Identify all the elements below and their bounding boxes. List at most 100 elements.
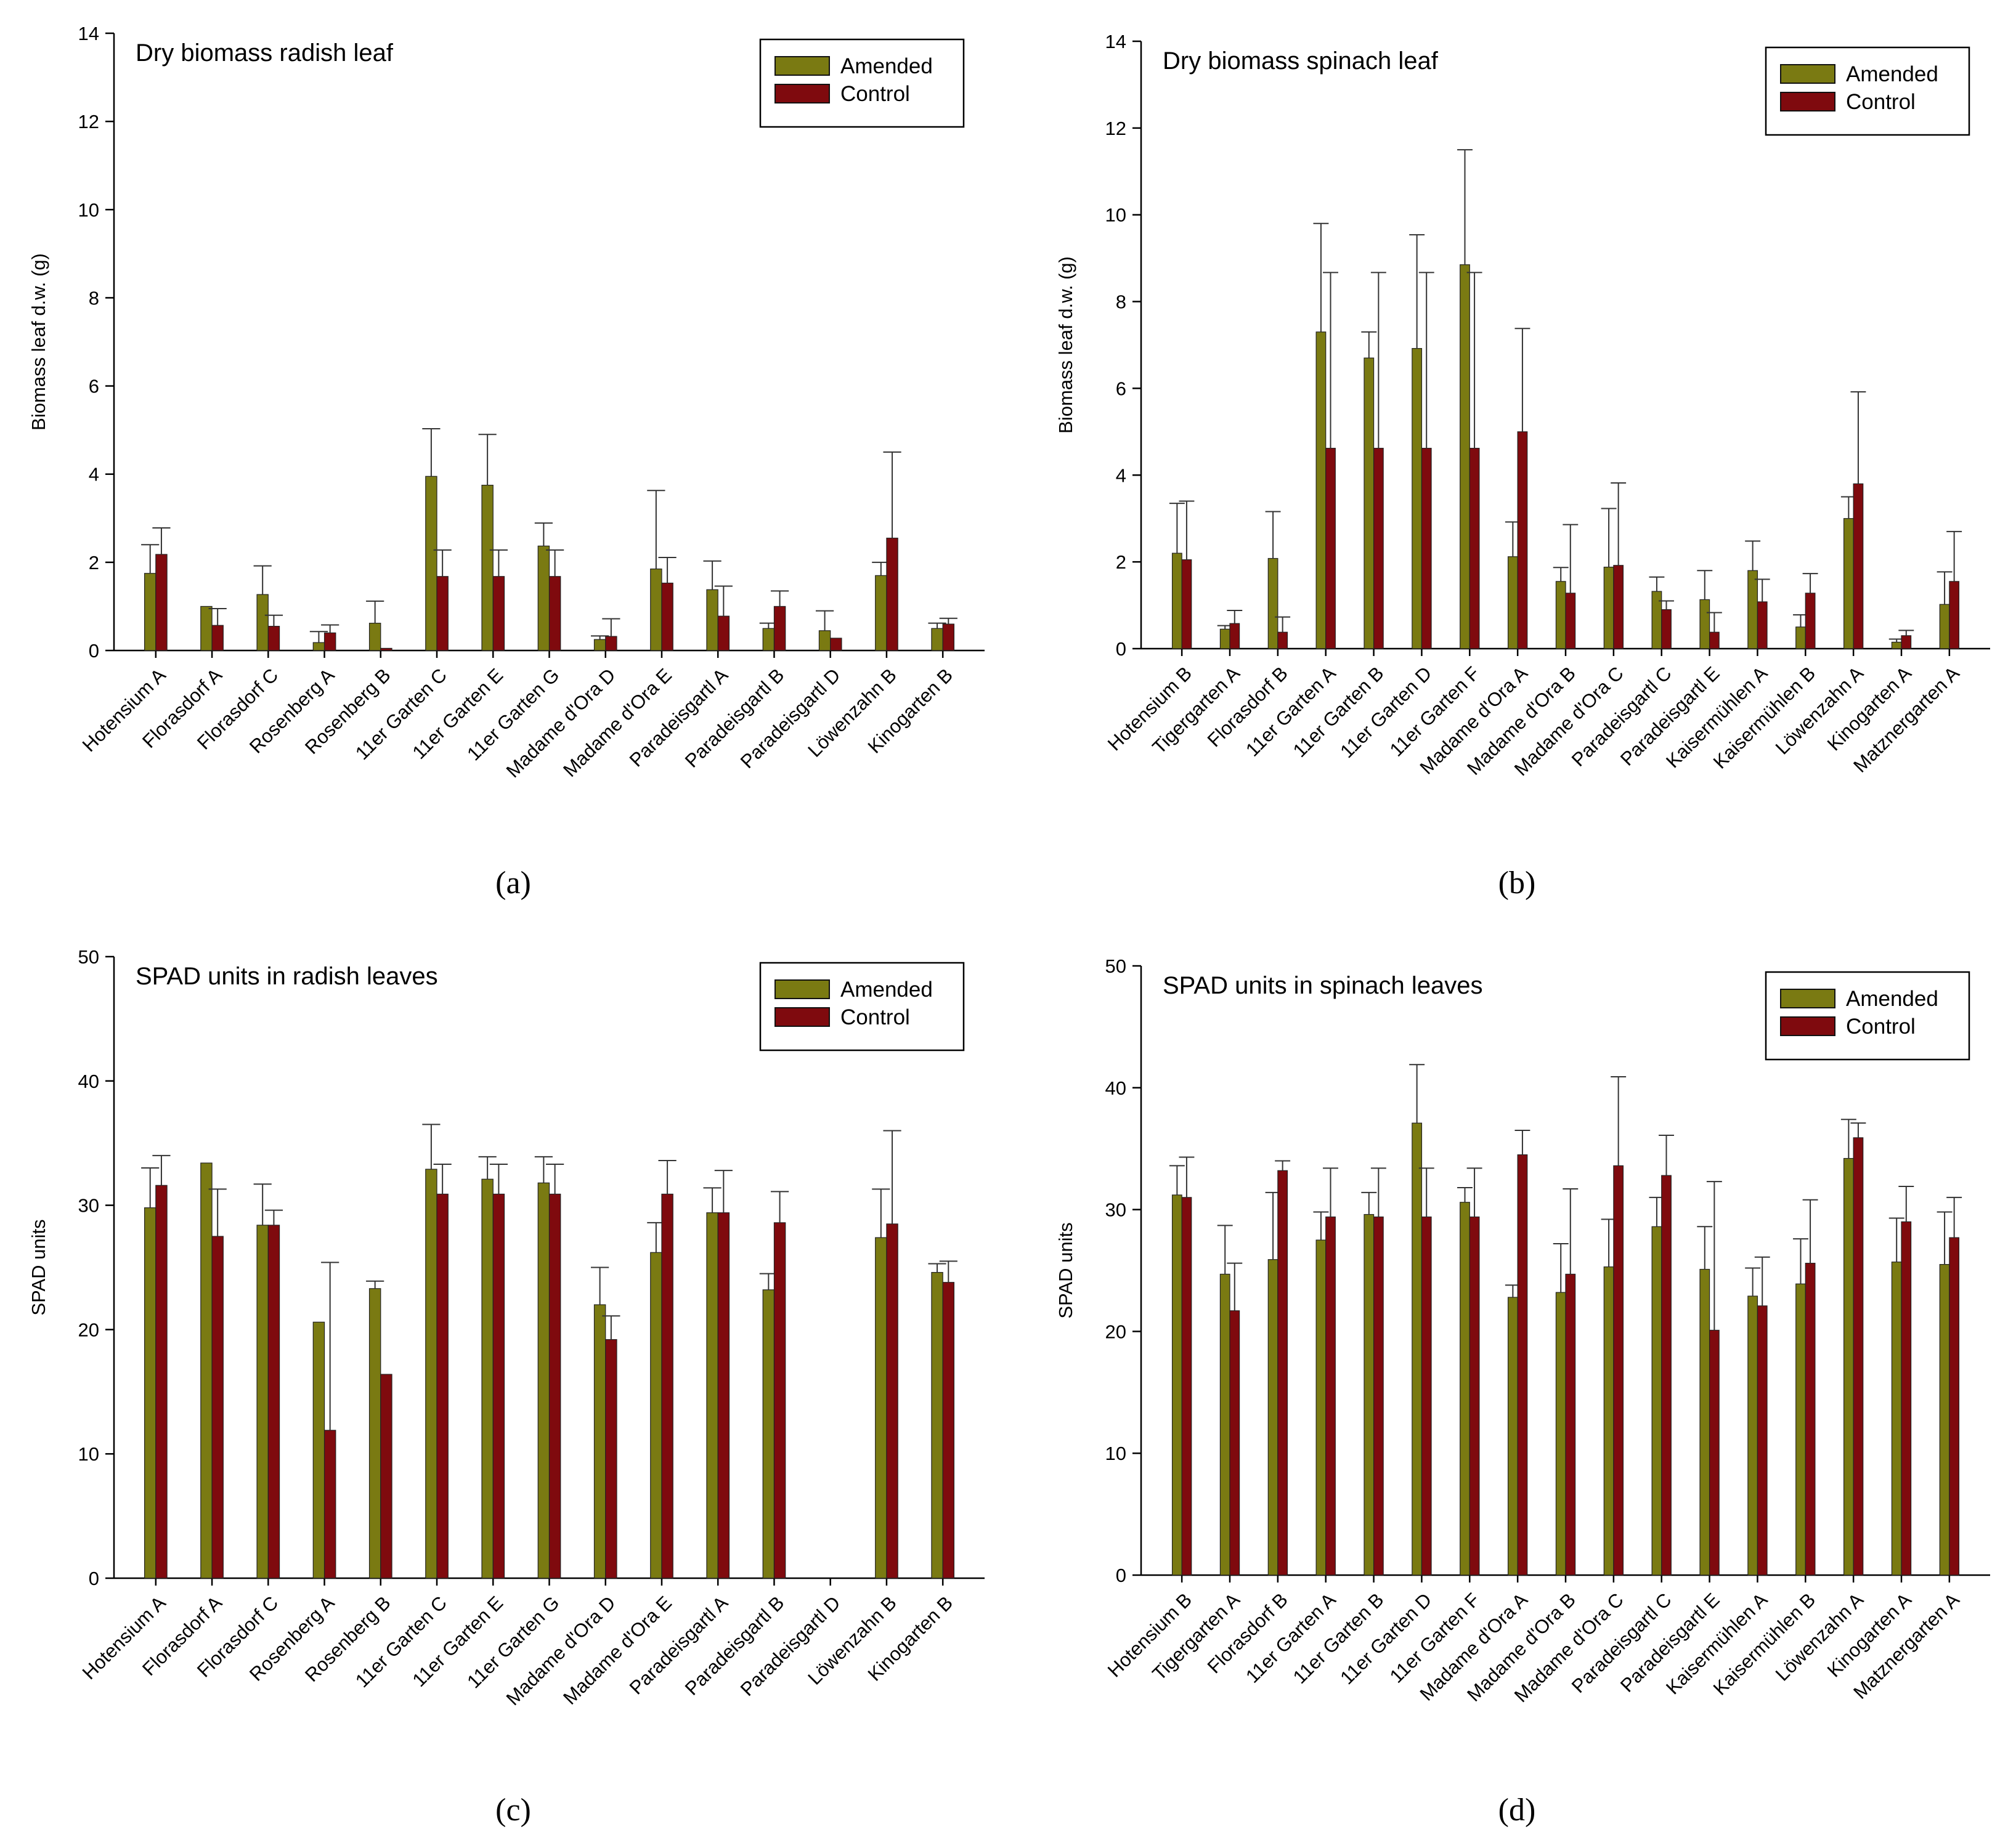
bar-amended [650, 568, 662, 651]
bar-control [155, 1185, 168, 1579]
bar-control [211, 1236, 224, 1579]
bar-amended [144, 573, 156, 651]
bar-amended [1267, 1259, 1278, 1576]
bar-amended [200, 606, 213, 651]
bar-control [492, 576, 505, 651]
bar-control [323, 632, 336, 651]
bar-amended [1795, 1283, 1806, 1576]
y-tick-label: 12 [78, 111, 99, 132]
legend-swatch-amended [774, 979, 830, 999]
y-tick-label: 0 [89, 640, 99, 662]
y-tick-label: 4 [1116, 464, 1126, 486]
bar-amended [1603, 566, 1614, 649]
panel-label: (c) [495, 1793, 531, 1828]
bar-amended [1364, 1214, 1375, 1576]
legend-swatch-control [1780, 1016, 1835, 1036]
bar-amended [650, 1252, 662, 1579]
y-axis-label: SPAD units [1055, 1222, 1076, 1318]
bar-amended [1891, 1262, 1902, 1576]
bar-control [1853, 483, 1864, 649]
bar-amended [1219, 628, 1230, 649]
bar-control [1181, 1197, 1192, 1576]
bar-amended [1891, 641, 1902, 649]
bar-amended [1939, 1264, 1950, 1576]
legend-label: Control [1846, 1015, 1916, 1039]
panel-label: (d) [1498, 1793, 1536, 1828]
legend: Amended Control [759, 38, 965, 128]
bar-control [380, 647, 392, 651]
bar-control [1949, 581, 1960, 649]
y-tick-label: 10 [1105, 1443, 1126, 1464]
y-tick-label: 20 [78, 1319, 99, 1340]
bar-control [1517, 1154, 1528, 1576]
panel-label: (b) [1498, 865, 1536, 901]
y-tick-label: 40 [78, 1071, 99, 1092]
bar-control [1949, 1237, 1960, 1576]
bar-control [1373, 1216, 1384, 1576]
bar-control [548, 576, 561, 651]
bar-amended [593, 1304, 606, 1579]
y-tick-label: 2 [1116, 551, 1126, 573]
bar-control [773, 606, 786, 651]
bar-amended [818, 630, 831, 651]
bar-control [436, 1193, 449, 1579]
bar-control [155, 554, 168, 651]
bar-control [548, 1193, 561, 1579]
bar-control [830, 638, 842, 651]
bar-control [1661, 1175, 1672, 1576]
bar-control [1421, 1216, 1432, 1576]
chart-title: SPAD units in radish leaves [136, 963, 438, 990]
y-tick-label: 14 [1105, 31, 1126, 52]
bar-amended [1843, 518, 1854, 649]
legend-swatch-amended [774, 56, 830, 76]
bar-amended [256, 594, 269, 651]
y-axis-label: SPAD units [28, 1219, 49, 1315]
y-tick-label: 40 [1105, 1077, 1126, 1099]
y-tick-label: 0 [89, 1568, 99, 1589]
chart-title: Dry biomass spinach leaf [1163, 47, 1439, 75]
bar-amended [312, 642, 325, 651]
chart-panel-2: 0 2 4 6 8 10 12 14 Biomass leaf d.w. (g) Dry biom… [1055, 31, 1990, 901]
bar-control [267, 1225, 280, 1579]
x-category-label: Paradeisgartl B [681, 664, 789, 772]
bar-control [1421, 448, 1432, 649]
y-tick-label: 30 [78, 1195, 99, 1217]
y-tick-label: 50 [1105, 955, 1126, 977]
bar-amended [1267, 557, 1278, 649]
bar-control [1805, 1263, 1816, 1576]
legend: Amended Control [1765, 971, 1970, 1061]
bar-control [661, 1193, 673, 1579]
y-tick-label: 8 [89, 287, 99, 309]
legend-box [1765, 971, 1970, 1061]
bar-amended [425, 476, 437, 651]
y-tick-label: 0 [1116, 638, 1126, 660]
bar-amended [762, 1289, 775, 1579]
bar-control [1709, 1329, 1720, 1576]
bar-control [605, 636, 617, 651]
chart-panel-3: 0 10 20 30 40 50 SPAD units SPAD units in radis… [28, 946, 985, 1828]
y-tick-label: 12 [1105, 118, 1126, 139]
x-category-label: Paradeisgartl B [681, 1592, 789, 1700]
legend-label: Control [1846, 90, 1916, 114]
y-tick-label: 2 [89, 552, 99, 573]
chart-title: Dry biomass radish leaf [136, 39, 394, 67]
bar-control [605, 1339, 617, 1579]
bar-amended [144, 1207, 156, 1579]
bar-amended [368, 623, 381, 651]
y-tick-label: 10 [78, 1443, 99, 1465]
bar-amended [1651, 1226, 1662, 1576]
bar-amended [1315, 331, 1327, 649]
bar-amended [1603, 1266, 1614, 1576]
legend-swatch-control [774, 84, 830, 103]
bar-amended [1412, 348, 1423, 649]
bar-control [661, 582, 673, 651]
bar-control [1325, 1216, 1336, 1576]
y-tick-label: 10 [1105, 205, 1126, 226]
y-tick-label: 10 [78, 199, 99, 221]
bar-control [1277, 631, 1288, 649]
bar-amended [200, 1162, 213, 1579]
chart-panel-1: 0 2 4 6 8 10 12 14 Biomass leaf d.w. (g) Dry biom… [28, 23, 985, 901]
bar-control [436, 576, 449, 651]
bar-amended [1219, 1273, 1230, 1576]
bar-amended [1699, 1268, 1710, 1576]
